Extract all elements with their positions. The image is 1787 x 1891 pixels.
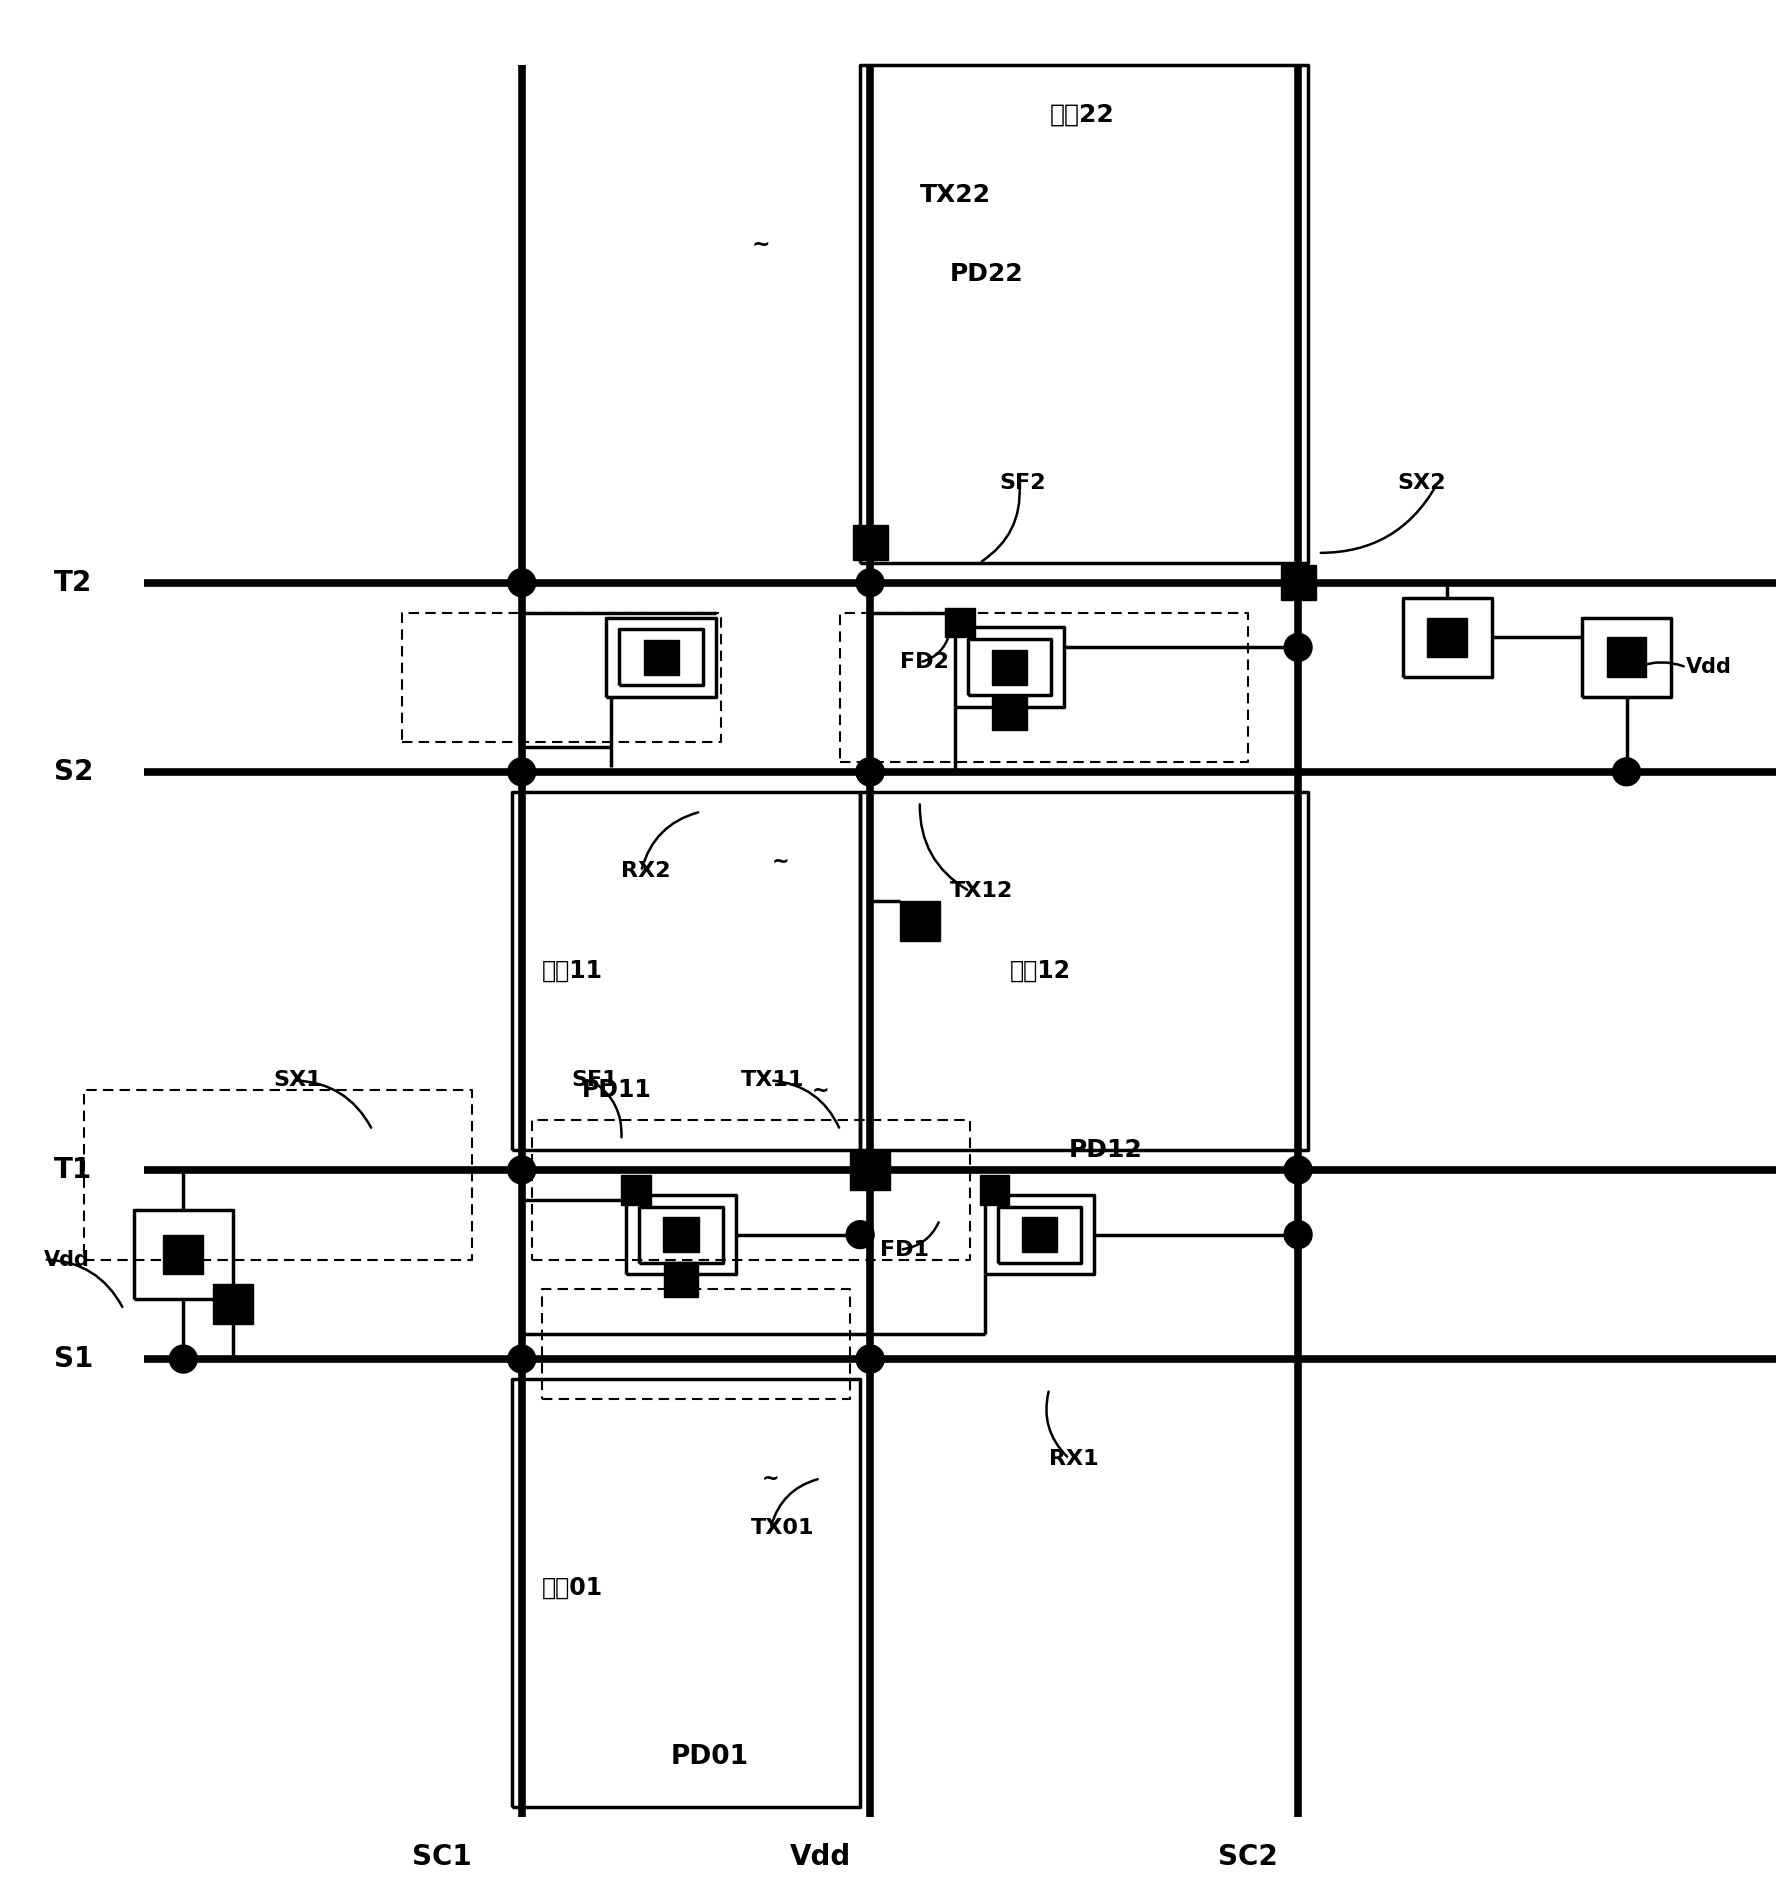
Text: SX2: SX2 [1397, 473, 1446, 494]
Text: Vdd: Vdd [790, 1842, 851, 1870]
Text: FD2: FD2 [901, 652, 949, 673]
Bar [622, 1174, 650, 1205]
Text: 像素22: 像素22 [1049, 102, 1113, 127]
Circle shape [508, 569, 536, 598]
Bar [1022, 1218, 1056, 1252]
Bar [992, 651, 1028, 685]
Circle shape [508, 1155, 536, 1184]
Bar [852, 526, 888, 560]
Bar [901, 902, 940, 942]
Circle shape [856, 569, 885, 598]
Bar [945, 607, 974, 637]
Text: SC1: SC1 [413, 1842, 472, 1870]
Text: ~: ~ [761, 1469, 779, 1488]
Bar [979, 1174, 1010, 1205]
Circle shape [1285, 1222, 1312, 1248]
Text: 像素12: 像素12 [1010, 959, 1070, 983]
Circle shape [856, 758, 885, 787]
Text: PD12: PD12 [1069, 1138, 1144, 1163]
Bar [643, 639, 679, 675]
Bar [992, 694, 1028, 730]
Text: TX01: TX01 [751, 1518, 815, 1537]
Text: T2: T2 [54, 569, 93, 598]
Circle shape [1285, 633, 1312, 662]
Circle shape [856, 758, 885, 787]
Text: ~: ~ [811, 1080, 829, 1101]
Text: SC2: SC2 [1219, 1842, 1278, 1870]
Bar [663, 1218, 699, 1252]
Text: RX1: RX1 [1049, 1449, 1099, 1469]
Bar [851, 1150, 890, 1189]
Text: FD1: FD1 [879, 1240, 929, 1259]
Circle shape [856, 1345, 885, 1373]
Bar [1607, 637, 1646, 677]
Text: 像素11: 像素11 [541, 959, 602, 983]
Text: SX1: SX1 [273, 1070, 322, 1091]
Text: ~: ~ [751, 234, 770, 253]
Bar [1281, 565, 1315, 599]
Circle shape [1285, 1155, 1312, 1184]
Text: PD22: PD22 [949, 263, 1024, 286]
Text: T1: T1 [54, 1155, 93, 1184]
Text: TX22: TX22 [920, 183, 990, 206]
Circle shape [856, 1345, 885, 1373]
Text: RX2: RX2 [622, 860, 670, 881]
Bar [213, 1284, 254, 1324]
Circle shape [170, 1345, 197, 1373]
Text: TX11: TX11 [742, 1070, 804, 1091]
Bar [663, 1261, 699, 1297]
Text: TX12: TX12 [949, 881, 1013, 902]
Text: PD11: PD11 [581, 1078, 650, 1102]
Circle shape [847, 1222, 874, 1248]
Text: Vdd: Vdd [45, 1250, 89, 1269]
Bar [1428, 618, 1467, 658]
Text: 像素01: 像素01 [541, 1575, 602, 1600]
Text: S1: S1 [54, 1345, 93, 1373]
Text: Vdd: Vdd [1687, 658, 1732, 677]
Circle shape [1612, 758, 1640, 787]
Text: SF2: SF2 [999, 473, 1045, 494]
Text: ~: ~ [772, 851, 790, 872]
Bar [163, 1235, 204, 1275]
Text: SF1: SF1 [572, 1070, 618, 1091]
Circle shape [508, 1345, 536, 1373]
Text: S2: S2 [54, 758, 93, 787]
Circle shape [508, 758, 536, 787]
Text: PD01: PD01 [672, 1744, 749, 1770]
